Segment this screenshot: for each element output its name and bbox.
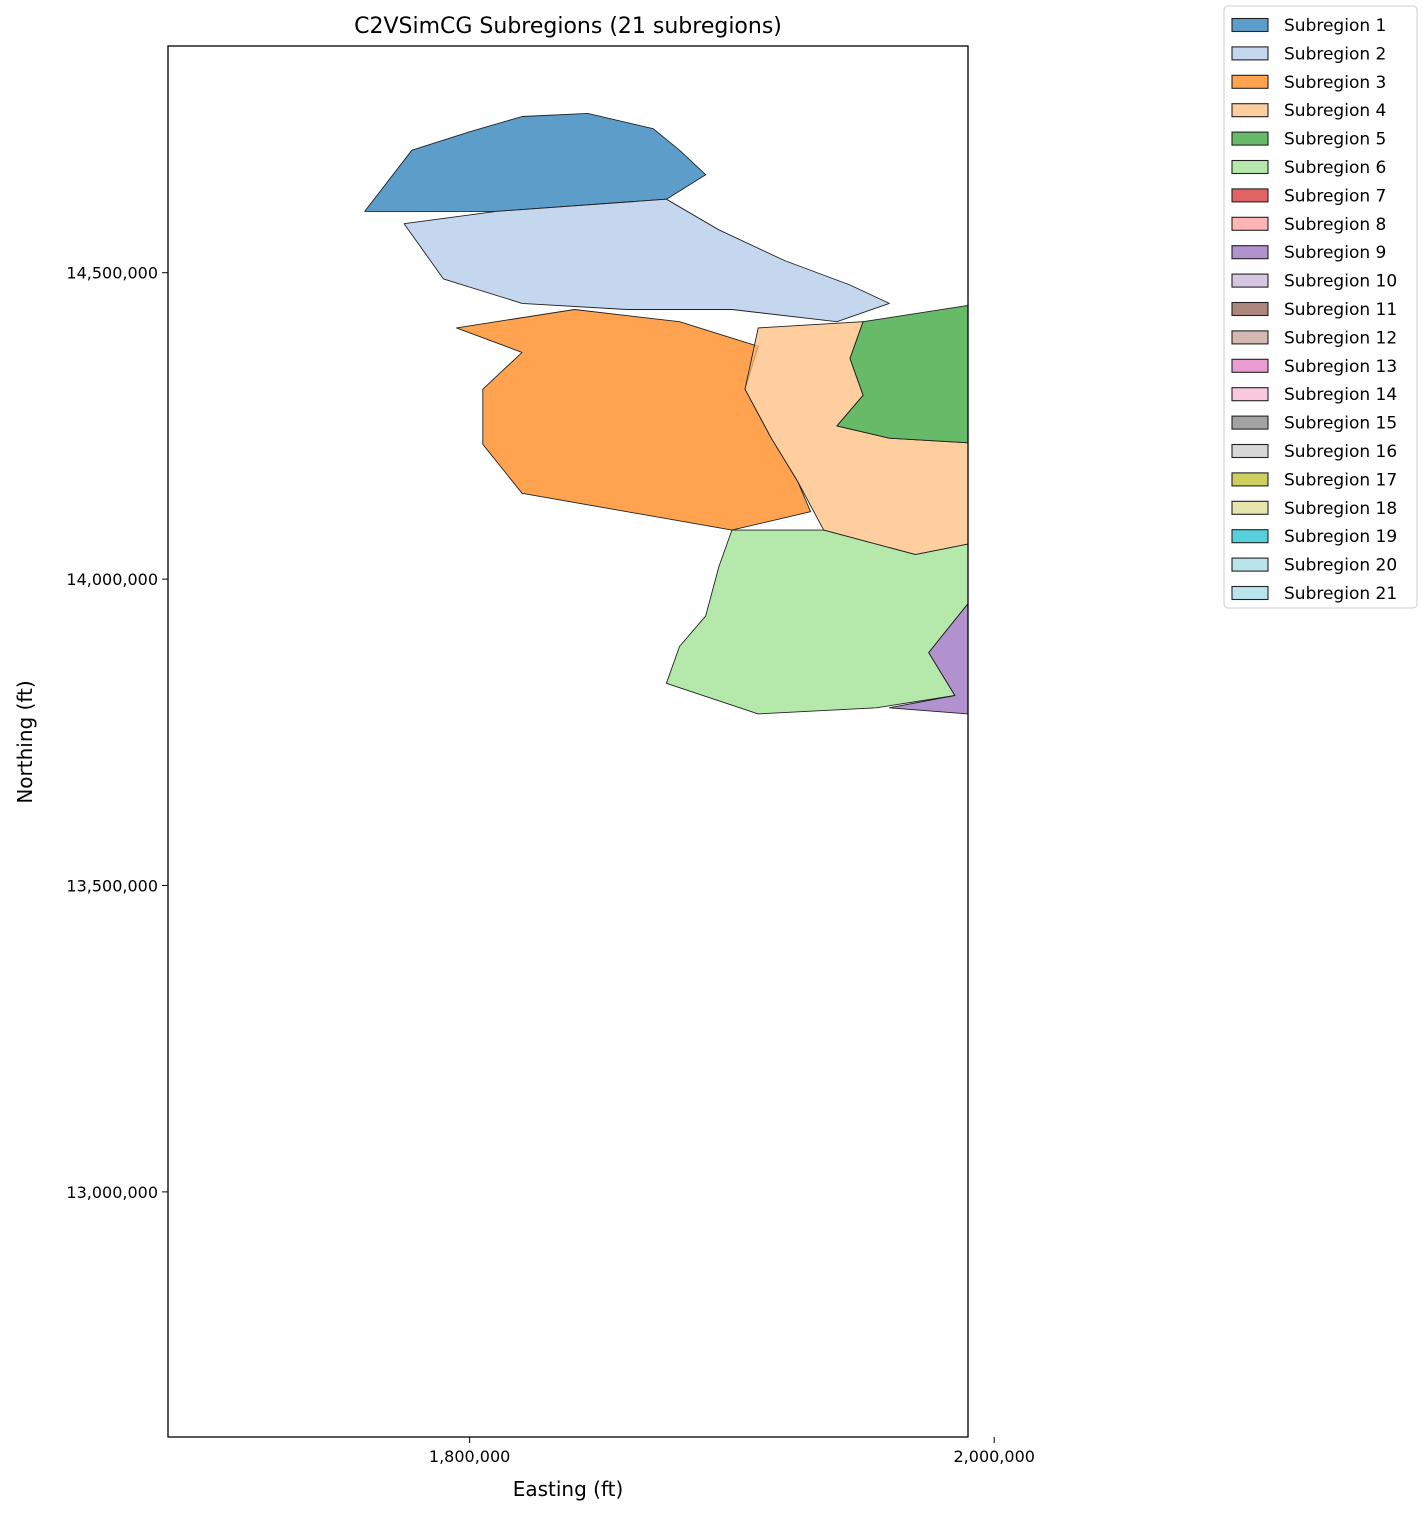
subregion-13-legend-label: Subregion 13 xyxy=(1284,357,1397,377)
subregion-19-legend-label: Subregion 19 xyxy=(1284,527,1397,547)
subregion-10-legend-label: Subregion 10 xyxy=(1284,272,1397,292)
legend: Subregion 1 Subregion 2 Subregion 3 Subregi… xyxy=(1223,5,1418,609)
subregion-11-legend-swatch xyxy=(1231,301,1269,317)
x-axis: 1,800,0002,000,0002,200,0002,400,0002,60… xyxy=(429,1437,1035,1466)
subregion-9-legend-label: Subregion 9 xyxy=(1284,243,1386,263)
subregion-5-legend-label: Subregion 5 xyxy=(1284,130,1386,150)
subregion-16-legend-swatch xyxy=(1231,443,1269,459)
subregion-6-legend-swatch xyxy=(1231,159,1269,175)
subregion-15-legend-label: Subregion 15 xyxy=(1284,414,1397,434)
plot-frame xyxy=(167,45,969,1438)
subregion-1-legend-swatch xyxy=(1231,17,1269,33)
y-axis-label: Northing (ft) xyxy=(13,680,37,803)
subregion-3-legend-label: Subregion 3 xyxy=(1284,73,1386,93)
subregion-3-legend-swatch xyxy=(1231,74,1269,89)
subregion-18-legend-label: Subregion 18 xyxy=(1284,499,1397,519)
subregion-6-polygon xyxy=(665,529,968,715)
subregion-20-legend-swatch xyxy=(1231,557,1269,572)
subregion-11-legend-label: Subregion 11 xyxy=(1284,300,1397,320)
subregion-8-legend-label: Subregion 8 xyxy=(1284,215,1386,235)
subregion-12-legend-label: Subregion 12 xyxy=(1284,328,1397,348)
subregion-16-legend-label: Subregion 16 xyxy=(1284,442,1397,462)
subregion-19-legend-swatch xyxy=(1231,529,1269,544)
subregion-1-polygon xyxy=(364,112,707,212)
subregion-1-legend-label: Subregion 1 xyxy=(1284,16,1386,36)
chart-title: C2VSimCG Subregions (21 subregions) xyxy=(354,14,782,39)
subregion-7-legend-label: Subregion 7 xyxy=(1284,186,1386,206)
subregion-6-legend-label: Subregion 6 xyxy=(1284,158,1386,178)
y-tick-label: 14,500,000 xyxy=(66,264,158,283)
x-tick-label: 2,000,000 xyxy=(954,1447,1035,1466)
subregion-9-polygon xyxy=(888,603,968,715)
subregion-3-polygon xyxy=(456,309,812,531)
y-tick-label: 14,000,000 xyxy=(66,570,158,589)
subregion-18-legend-swatch xyxy=(1231,500,1269,515)
subregion-5-legend-swatch xyxy=(1231,131,1269,146)
subregion-12-legend-swatch xyxy=(1231,330,1269,345)
subregion-11-polygon xyxy=(1361,732,1425,806)
subregion-5-polygon xyxy=(836,304,968,444)
subregion-2-legend-label: Subregion 2 xyxy=(1284,44,1386,64)
x-tick-label: 1,800,000 xyxy=(429,1447,510,1466)
subregion-4-legend-label: Subregion 4 xyxy=(1284,101,1386,121)
y-tick-label: 13,000,000 xyxy=(66,1183,158,1202)
subregion-21-legend-label: Subregion 21 xyxy=(1284,584,1397,604)
subregion-10-polygon xyxy=(1204,781,1425,996)
subregion-14-legend-label: Subregion 14 xyxy=(1284,385,1397,405)
subregion-20-legend-label: Subregion 20 xyxy=(1284,556,1397,576)
subregion-15-legend-swatch xyxy=(1231,415,1269,430)
subregion-2-polygon xyxy=(403,198,890,323)
subregion-14-legend-swatch xyxy=(1231,387,1269,402)
subregion-17-legend-swatch xyxy=(1231,472,1269,487)
subregion-13-legend-swatch xyxy=(1231,358,1269,373)
subregion-9-legend-swatch xyxy=(1231,245,1269,260)
subregion-10-legend-swatch xyxy=(1231,273,1269,288)
map-layer xyxy=(364,112,1425,996)
subregion-2-legend-swatch xyxy=(1231,46,1269,61)
subregion-17-legend-label: Subregion 17 xyxy=(1284,470,1397,490)
y-tick-label: 13,500,000 xyxy=(66,877,158,896)
subregion-8-legend-swatch xyxy=(1231,216,1269,231)
subregion-7-legend-swatch xyxy=(1231,188,1269,203)
x-axis-label: Easting (ft) xyxy=(513,1477,624,1501)
y-axis: 14,500,000 14,000,000 13,500,000 13,000,000 xyxy=(66,264,168,1202)
subregion-21-legend-swatch xyxy=(1231,585,1269,601)
subregion-4-legend-swatch xyxy=(1231,103,1269,118)
legend-frame xyxy=(1223,5,1418,609)
